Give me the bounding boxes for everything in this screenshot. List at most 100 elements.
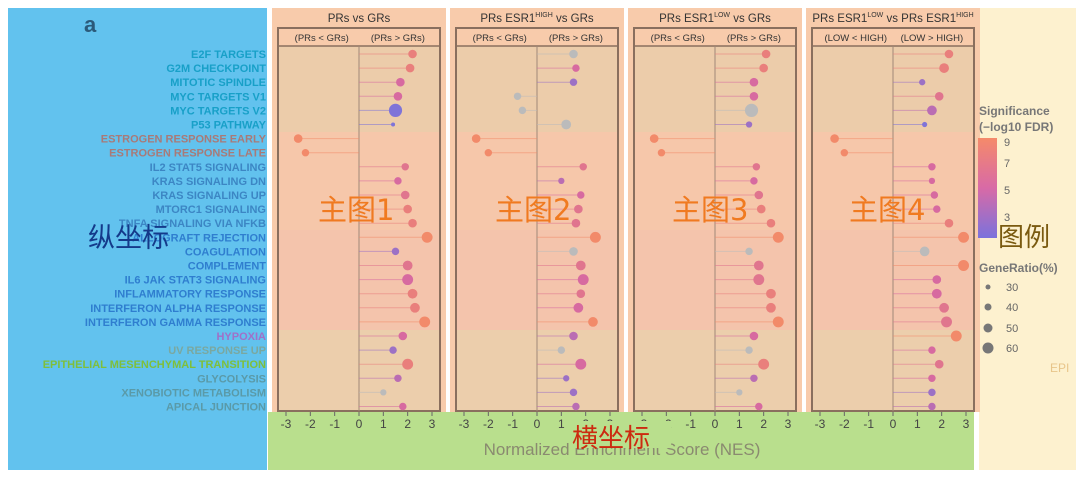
lollipop-dot: [939, 63, 949, 73]
panel-subtitle-right: (PRs > GRs): [727, 33, 781, 44]
overlay-panel-2: 主图2: [495, 193, 571, 227]
lollipop-dot: [759, 63, 768, 73]
lollipop-dot: [393, 92, 403, 101]
lollipop-dot: [402, 358, 414, 370]
pathway-label: EPITHELIAL MESENCHYMAL TRANSITION: [43, 359, 266, 371]
pathway-label: APICAL JUNCTION: [166, 402, 266, 414]
lollipop-dot: [758, 358, 770, 370]
lollipop-dot: [840, 148, 849, 157]
x-tick-label: 3: [429, 417, 436, 431]
x-tick-label: -3: [459, 417, 470, 431]
legend-size-tick: 50: [1006, 323, 1018, 335]
pathway-label: COMPLEMENT: [188, 261, 267, 273]
pathway-labels: E2F TARGETS G2M CHECKPOINT MITOTIC SPINDLE…: [43, 49, 267, 414]
lollipop-dot: [484, 148, 493, 157]
lollipop-dot: [919, 246, 930, 257]
lollipop-dot: [958, 260, 970, 271]
pathway-label: INFLAMMATORY RESPONSE: [114, 289, 266, 301]
lollipop-dot: [939, 302, 949, 313]
lollipop-dot: [736, 389, 743, 396]
lollipop-dot: [944, 218, 954, 228]
pathway-label: MYC TARGETS V1: [170, 91, 266, 103]
lollipop-dot: [922, 121, 928, 128]
x-tick-label: -1: [863, 417, 874, 431]
panels: PRs vs GRs(PRs < GRs) (PRs > GRs)PRs ESR1…: [272, 8, 980, 412]
lollipop-dot: [563, 375, 570, 382]
lollipop-dot: [388, 103, 403, 117]
pathway-label: MITOTIC SPINDLE: [170, 77, 266, 89]
x-tick-label: -3: [815, 417, 826, 431]
panel-subtitle-right: (LOW > HIGH): [901, 33, 964, 44]
legend-significance-subtitle: (−log10 FDR): [979, 120, 1053, 134]
lollipop-dot: [932, 275, 942, 284]
lollipop-dot: [934, 359, 944, 369]
x-tick-label: -2: [839, 417, 850, 431]
y-axis-highlight: [8, 8, 267, 470]
x-tick-label: -3: [281, 417, 292, 431]
panel-title: PRs ESR1HIGH vs GRs: [480, 12, 594, 25]
x-tick-label: 1: [736, 417, 743, 431]
lollipop-dot: [589, 231, 601, 243]
panel-subtitle-right: (PRs > GRs): [371, 33, 425, 44]
lollipop-dot: [752, 163, 761, 171]
legend-size-title: GeneRatio(%): [979, 261, 1058, 275]
lollipop-dot: [941, 316, 952, 328]
pathway-label: MTORC1 SIGNALING: [156, 204, 266, 216]
lollipop-dot: [928, 346, 936, 354]
legend-size-tick: 40: [1006, 302, 1018, 314]
lollipop-dot: [572, 402, 580, 411]
legend: Significance (−log10 FDR) 9 7 5 3 GeneRa…: [978, 104, 1069, 375]
lollipop-dot: [919, 79, 926, 86]
lollipop-dot: [569, 78, 578, 86]
legend-sig-tick: 3: [1004, 212, 1010, 224]
lollipop-dot: [572, 64, 580, 72]
lollipop-dot: [928, 374, 936, 383]
lollipop-dot: [403, 204, 412, 214]
lollipop-dot: [408, 49, 417, 59]
lollipop-dot: [931, 288, 942, 299]
lollipop-dot: [421, 231, 433, 243]
lollipop-dot: [402, 260, 413, 271]
lollipop-dot: [569, 247, 578, 256]
lollipop-dot: [557, 346, 566, 354]
panel-subtitle-left: (PRs < GRs): [295, 33, 349, 44]
lollipop-dot: [575, 358, 587, 370]
panel-subtitle-left: (LOW < HIGH): [824, 33, 887, 44]
panel-subtitle-right: (PRs > GRs): [549, 33, 603, 44]
x-tick-label: -1: [685, 417, 696, 431]
panel-subtitle-left: (PRs < GRs): [651, 33, 705, 44]
legend-sig-tick: 9: [1004, 137, 1010, 149]
panel-title: PRs ESR1LOW vs GRs: [659, 12, 771, 25]
lollipop-dot: [569, 331, 578, 341]
lollipop-dot: [400, 190, 410, 200]
x-label-mask: [575, 421, 671, 448]
lollipop-dot: [766, 288, 776, 299]
lollipop-dot: [574, 204, 583, 214]
legend-sig-tick: 7: [1004, 158, 1010, 170]
lollipop-dot: [389, 346, 397, 354]
pathway-label: HYPOXIA: [216, 331, 266, 343]
lollipop-dot: [749, 77, 759, 87]
lollipop-dot: [745, 346, 753, 354]
lollipop-dot: [558, 177, 565, 185]
pathway-label: GLYCOLYSIS: [197, 373, 266, 385]
lollipop-dot: [575, 260, 586, 271]
lollipop-dot: [399, 402, 407, 411]
panel-1: PRs vs GRs (PRs < GRs) (PRs > GRs): [272, 8, 446, 412]
lollipop-dot: [577, 274, 589, 286]
lollipop-dot: [766, 218, 776, 228]
lollipop-dot: [754, 190, 764, 200]
pathway-label: MYC TARGETS V2: [170, 105, 266, 117]
legend-highlight: [979, 8, 1076, 470]
pathway-label: G2M CHECKPOINT: [166, 63, 266, 75]
legend-size-dot: [985, 284, 991, 290]
lollipop-dot: [396, 77, 405, 87]
lollipop-dot: [745, 247, 753, 256]
pathway-label: IL2 STAT5 SIGNALING: [150, 162, 266, 174]
pathway-label: ESTROGEN RESPONSE LATE: [109, 148, 266, 160]
pathway-label: ALLOGRAFT REJECTION: [132, 232, 266, 244]
pathway-label: E2F TARGETS: [191, 49, 266, 61]
lollipop-dot: [301, 148, 310, 157]
lollipop-dot: [391, 122, 396, 127]
lollipop-dot: [391, 247, 400, 256]
